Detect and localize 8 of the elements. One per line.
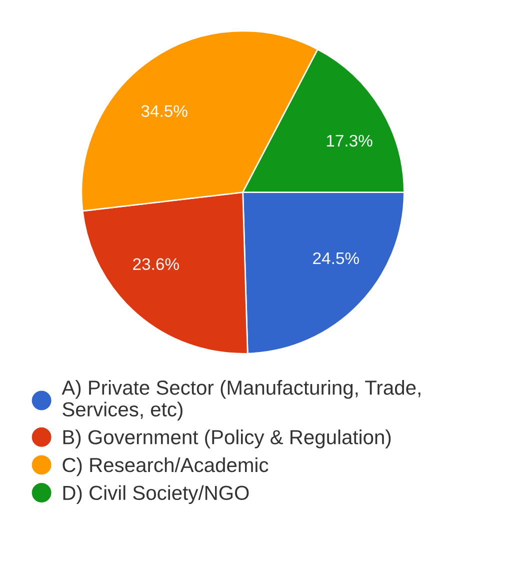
data-label: 34.5% — [141, 105, 188, 117]
legend-label: D) Civil Society/NGO — [63, 485, 249, 504]
data-label: 24.5% — [313, 252, 359, 264]
legend-label: A) Private Sector (Manufacturing, Trade, Services, etc) — [62, 380, 420, 420]
data-label: 17.3% — [326, 134, 372, 147]
legend-label: B) Government (Policy & Regulation) — [63, 430, 391, 448]
data-label: 23.6% — [133, 258, 179, 270]
legend-label: C) Research/Academic — [62, 457, 268, 476]
